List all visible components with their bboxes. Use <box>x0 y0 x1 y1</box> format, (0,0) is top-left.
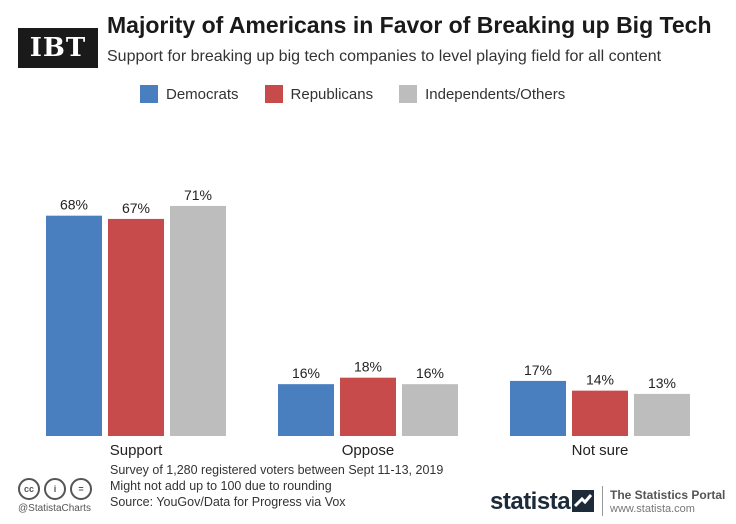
portal-separator <box>602 486 603 516</box>
statista-logo-icon <box>572 490 594 512</box>
portal-name: The Statistics Portal <box>610 488 726 502</box>
category-label-support: Support <box>110 442 163 459</box>
legend: Democrats Republicans Independents/Other… <box>140 84 591 104</box>
license-icons: cc i = <box>18 478 92 500</box>
value-label-oppose-republicans: 18% <box>354 359 382 375</box>
creative-commons-icon: cc <box>18 478 40 500</box>
value-label-support-republicans: 67% <box>122 200 150 216</box>
value-label-oppose-independents-others: 16% <box>416 365 444 381</box>
legend-item-independents: Independents/Others <box>399 85 565 103</box>
bar-oppose-independents-others <box>402 384 458 436</box>
bar-oppose-democrats <box>278 384 334 436</box>
value-label-support-independents-others: 71% <box>184 187 212 203</box>
legend-swatch-independents <box>399 85 418 103</box>
legend-label-independents: Independents/Others <box>425 85 566 103</box>
footnote-source: Source: YouGov/Data for Progress via Vox <box>110 495 346 509</box>
footnote-survey: Survey of 1,280 registered voters betwee… <box>110 463 444 477</box>
ibt-logo: IBT <box>18 28 98 68</box>
bar-not-sure-democrats <box>510 380 566 436</box>
chart-title: Majority of Americans in Favor of Breaki… <box>107 12 712 38</box>
value-label-not-sure-democrats: 17% <box>524 362 552 378</box>
bar-support-democrats <box>46 215 102 436</box>
bar-support-independents-others <box>170 205 226 436</box>
statista-logo-text: statista <box>490 488 571 515</box>
category-label-not-sure: Not sure <box>572 442 629 459</box>
legend-item-republicans: Republicans <box>264 85 374 103</box>
attribution-icon: i <box>44 478 66 500</box>
value-label-not-sure-republicans: 14% <box>586 372 614 388</box>
category-label-oppose: Oppose <box>342 442 395 459</box>
value-label-oppose-democrats: 16% <box>292 365 320 381</box>
legend-label-democrats: Democrats <box>166 85 239 103</box>
footnote-rounding: Might not add up to 100 due to rounding <box>110 479 332 493</box>
bar-not-sure-republicans <box>572 390 628 436</box>
no-derivatives-icon: = <box>70 478 92 500</box>
value-label-not-sure-independents-others: 13% <box>648 375 676 391</box>
portal-url: www.statista.com <box>610 503 695 515</box>
bar-support-republicans <box>108 218 164 436</box>
legend-item-democrats: Democrats <box>140 85 239 103</box>
legend-swatch-democrats <box>140 85 158 103</box>
bar-oppose-republicans <box>340 377 396 436</box>
legend-swatch-republicans <box>264 85 283 103</box>
footnotes: Survey of 1,280 registered voters betwee… <box>110 462 443 510</box>
value-label-support-democrats: 68% <box>60 197 88 213</box>
chart-subtitle: Support for breaking up big tech compani… <box>107 48 662 65</box>
statista-handle: @StatistaCharts <box>18 503 91 514</box>
legend-label-republicans: Republicans <box>290 85 374 103</box>
bar-not-sure-independents-others <box>634 393 690 436</box>
